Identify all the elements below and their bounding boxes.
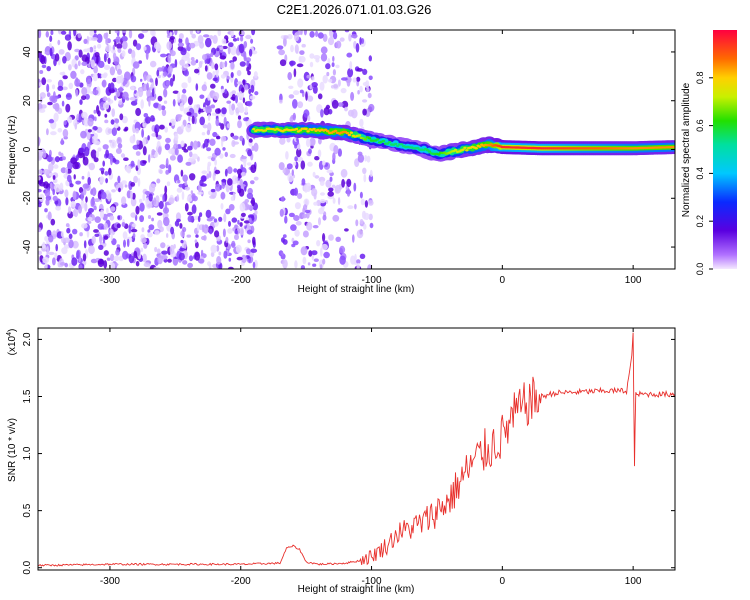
snr-x-tick-label: 100 xyxy=(625,576,642,587)
snr-y-tick-label: 2.0 xyxy=(22,332,33,346)
snr-panel: -300 -200 -100 0 100 0.0 0.5 1.0 1.5 2.0 Height … xyxy=(6,327,676,595)
spectrogram-x-axis: -300 -200 -100 0 100 xyxy=(100,30,642,286)
snr-plot-area xyxy=(38,332,675,567)
snr-x-tick-label: -200 xyxy=(231,576,251,587)
snr-y-label: SNR (10 * v/v) xyxy=(7,418,18,482)
snr-x-tick-label: -100 xyxy=(362,576,382,587)
spectrogram-x-tick-label: -300 xyxy=(100,275,120,286)
colorbar-tick-label: 0.4 xyxy=(695,167,705,180)
colorbar-tick-label: 0.2 xyxy=(695,215,705,228)
spectrogram-x-tick-label: -100 xyxy=(362,275,382,286)
colorbar-label: Normalized spectral amplitude xyxy=(681,82,692,217)
spectrogram-x-tick-label: -200 xyxy=(231,275,251,286)
snr-y-tick-label: 0.0 xyxy=(22,560,33,574)
spectrogram-y-tick-label: 0 xyxy=(22,146,33,152)
snr-series-line xyxy=(38,332,675,567)
snr-frame xyxy=(37,327,676,571)
colorbar-tick-label: 0.0 xyxy=(695,263,705,276)
snr-y-tick-label: 1.5 xyxy=(22,389,33,403)
snr-y-axis: 0.0 0.5 1.0 1.5 2.0 xyxy=(22,332,675,575)
spectrogram-x-label: Height of straight line (km) xyxy=(298,284,415,295)
spectrogram-noise xyxy=(38,30,375,269)
snr-x-label: Height of straight line (km) xyxy=(298,584,415,595)
colorbar-gradient xyxy=(713,30,737,269)
snr-y-tick-label: 1.0 xyxy=(22,446,33,460)
figure-title: C2E1.2026.071.01.03.G26 xyxy=(277,2,432,17)
colorbar-tick-label: 0.6 xyxy=(695,119,705,132)
spectrogram-y-tick-label: 20 xyxy=(22,95,33,107)
spectrogram-x-tick-label: 100 xyxy=(625,275,642,286)
spectrogram-y-tick-label: 40 xyxy=(22,46,33,58)
snr-x-tick-label: 0 xyxy=(500,576,506,587)
snr-scale-label: (x104) xyxy=(6,329,18,356)
colorbar: 0.0 0.2 0.4 0.6 0.8 Normalized spectral ampl… xyxy=(681,30,737,275)
spectrogram-x-tick-label: 0 xyxy=(500,275,506,286)
colorbar-axis: 0.0 0.2 0.4 0.6 0.8 xyxy=(695,72,713,276)
spectrogram-signal-track xyxy=(246,121,675,162)
spectrogram-image xyxy=(38,30,675,269)
snr-y-tick-label: 0.5 xyxy=(22,503,33,517)
snr-x-tick-label: -300 xyxy=(100,576,120,587)
spectrogram-y-axis: -40 -20 0 20 40 xyxy=(22,46,675,254)
spectrogram-y-tick-label: -20 xyxy=(22,191,33,206)
colorbar-tick-label: 0.8 xyxy=(695,72,705,85)
spectrogram-y-label: Frequency (Hz) xyxy=(7,116,18,185)
spectrogram-y-tick-label: -40 xyxy=(22,239,33,254)
snr-x-axis: -300 -200 -100 0 100 xyxy=(100,328,642,587)
